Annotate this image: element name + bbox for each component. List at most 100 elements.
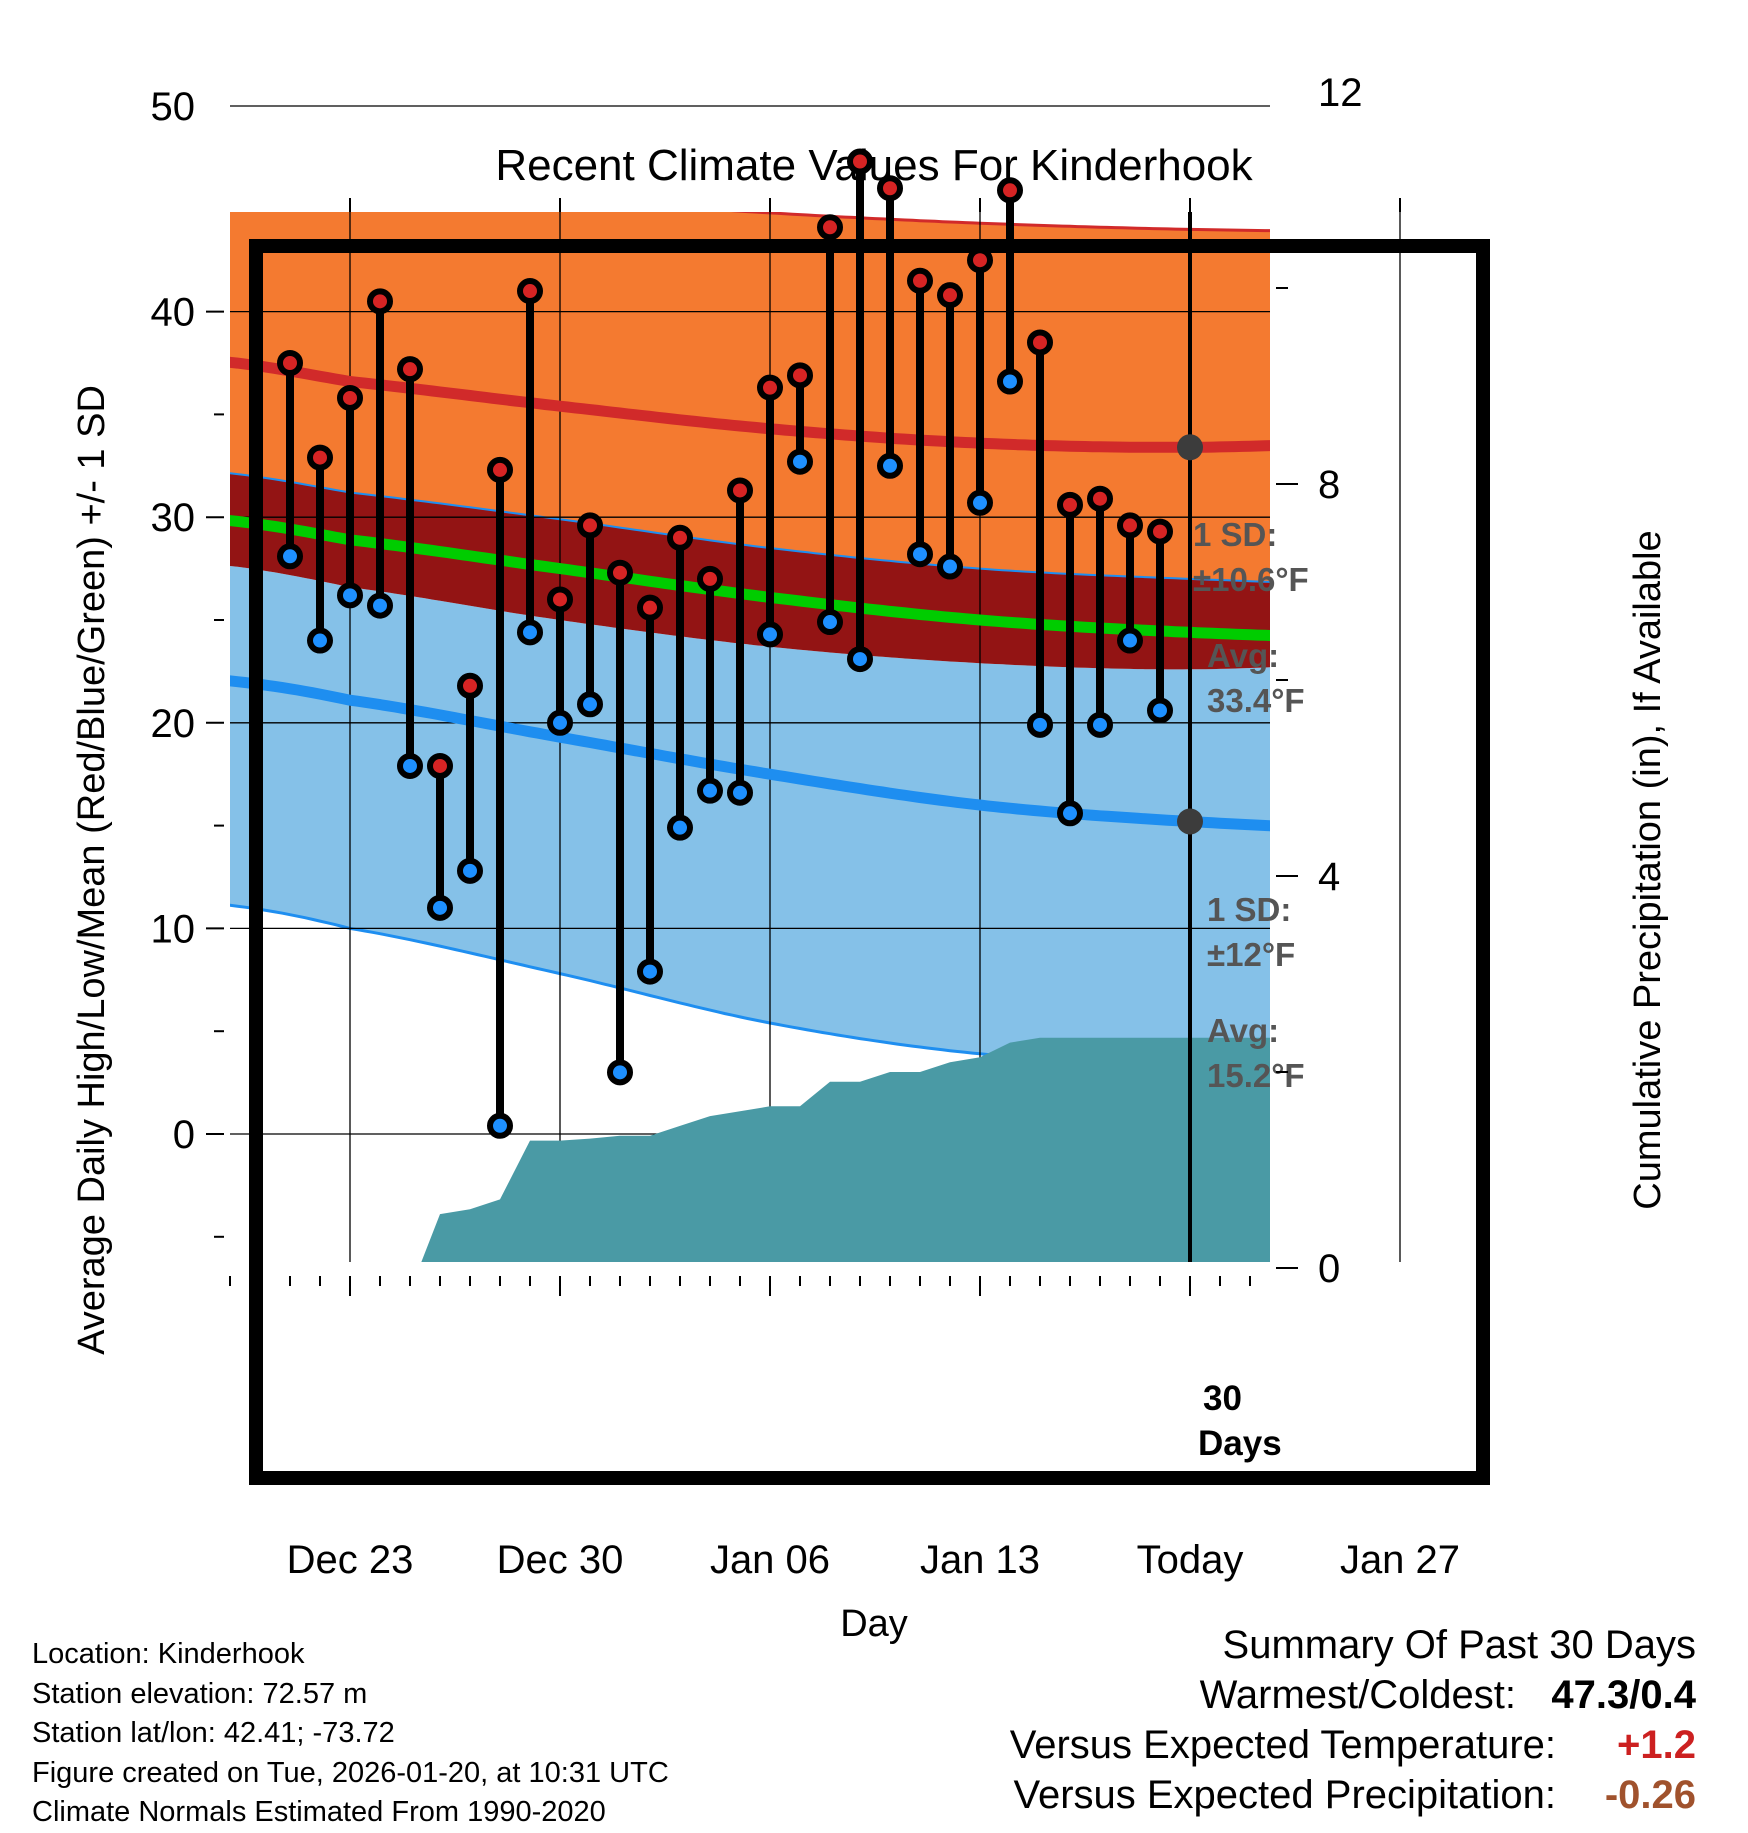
days-label-2: Days	[1198, 1424, 1282, 1463]
x-tick-label: Jan 06	[710, 1538, 830, 1582]
temp-value: +1.2	[1617, 1723, 1696, 1767]
daily-high-marker	[817, 214, 843, 241]
daily-high-marker	[727, 477, 753, 504]
daily-low-marker	[937, 553, 963, 580]
daily-high-marker	[1057, 491, 1083, 518]
y-tick-label: 10	[151, 907, 196, 951]
daily-low-marker	[1057, 800, 1083, 827]
daily-low-marker	[637, 958, 663, 985]
location-text: Location: Kinderhook	[32, 1638, 305, 1670]
daily-low-marker	[607, 1059, 633, 1086]
daily-high-marker	[907, 267, 933, 294]
daily-high-marker	[667, 524, 693, 551]
y-axis-label: Average Daily High/Low/Mean (Red/Blue/Gr…	[71, 385, 113, 1355]
x-tick-label: Dec 23	[287, 1538, 414, 1582]
normals-text: Climate Normals Estimated From 1990-2020	[32, 1796, 606, 1828]
daily-low-marker	[907, 541, 933, 568]
precip-value: -0.26	[1604, 1773, 1696, 1817]
warmest-label: Warmest/Coldest:	[1199, 1673, 1516, 1717]
y-tick-label: 30	[151, 496, 196, 540]
daily-high-marker	[427, 752, 453, 779]
daily-high-marker	[877, 175, 903, 202]
low-sd-label-1: 1 SD:	[1207, 891, 1291, 928]
high-sd-label-2: ±10.6°F	[1193, 561, 1309, 598]
y-tick-label: 40	[151, 291, 196, 335]
summary-precip-row: Versus Expected Precipitation: -0.26	[896, 1770, 1696, 1820]
y2-tick-label: 8	[1318, 463, 1340, 507]
high-avg-marker	[1177, 434, 1203, 461]
daily-high-marker	[577, 512, 603, 539]
daily-low-marker	[967, 489, 993, 516]
daily-low-marker	[727, 779, 753, 806]
daily-high-marker	[1087, 485, 1113, 512]
low-sd-label-2: ±12°F	[1207, 936, 1295, 973]
y-tick-label: 50	[151, 85, 196, 129]
daily-high-marker	[367, 288, 393, 315]
warmest-value: 47.3/0.4	[1551, 1673, 1696, 1717]
normal-low-line	[230, 675, 1270, 832]
daily-low-marker	[1087, 711, 1113, 738]
daily-low-marker	[577, 691, 603, 718]
temp-label: Versus Expected Temperature:	[1009, 1723, 1556, 1767]
daily-low-marker	[1117, 627, 1143, 654]
daily-low-marker	[817, 609, 843, 636]
daily-high-marker	[967, 247, 993, 274]
summary-panel: Summary Of Past 30 Days Warmest/Coldest:…	[896, 1620, 1696, 1820]
precip-label: Versus Expected Precipitation:	[1013, 1773, 1556, 1817]
daily-high-marker	[637, 594, 663, 621]
daily-low-marker	[277, 543, 303, 570]
daily-low-marker	[757, 621, 783, 648]
y-tick-label: 0	[173, 1113, 195, 1157]
daily-high-marker	[277, 350, 303, 376]
daily-markers	[277, 148, 1173, 1139]
plot-frame	[249, 239, 1490, 1485]
daily-low-marker	[997, 368, 1023, 395]
summary-warmest-row: Warmest/Coldest: 47.3/0.4	[896, 1670, 1696, 1720]
y2-tick-label: 12	[1318, 71, 1363, 115]
low-avg-label-1: Avg:	[1207, 1012, 1279, 1049]
y2-tick-label: 0	[1318, 1247, 1340, 1291]
y-tick-label: 20	[151, 702, 196, 746]
daily-high-marker	[547, 586, 573, 613]
daily-high-marker	[787, 362, 813, 389]
daily-low-marker	[367, 592, 393, 619]
station-info: Location: Kinderhook Station elevation: …	[32, 1635, 669, 1833]
low-avg-label-2: 15.2°F	[1207, 1057, 1305, 1094]
x-axis-label: Day	[840, 1603, 908, 1645]
daily-high-marker	[937, 282, 963, 309]
summary-temp-row: Versus Expected Temperature: +1.2	[896, 1720, 1696, 1770]
daily-low-marker	[517, 619, 543, 646]
daily-low-marker	[397, 752, 423, 779]
daily-low-marker	[457, 857, 483, 884]
daily-low-marker	[307, 627, 333, 654]
daily-low-marker	[427, 894, 453, 921]
chart-title: Recent Climate Values For Kinderhook	[495, 141, 1253, 190]
daily-high-marker	[607, 559, 633, 586]
daily-high-marker	[457, 672, 483, 699]
daily-low-marker	[697, 777, 723, 804]
x-tick-label: Today	[1137, 1538, 1244, 1582]
precip-area	[421, 1037, 1270, 1262]
daily-high-marker	[1027, 329, 1053, 356]
low-sd-band	[230, 566, 1270, 1065]
high-avg-label-2: 33.4°F	[1207, 682, 1305, 719]
y2-axis-label: Cumulative Precipitation (in), If Availa…	[1627, 530, 1669, 1209]
latlon-text: Station lat/lon: 42.41; -73.72	[32, 1717, 395, 1749]
x-tick-label: Jan 27	[1340, 1538, 1460, 1582]
daily-low-marker	[667, 814, 693, 841]
daily-high-marker	[1117, 512, 1143, 539]
daily-high-marker	[847, 148, 873, 175]
daily-range-stems	[286, 161, 1164, 1126]
daily-high-marker	[517, 278, 543, 305]
daily-high-marker	[337, 384, 363, 411]
precipitation-area	[421, 1037, 1270, 1262]
x-tick-label: Dec 30	[497, 1538, 624, 1582]
daily-high-marker	[1147, 518, 1173, 545]
high-avg-label-1: Avg:	[1207, 637, 1279, 674]
summary-heading: Summary Of Past 30 Days	[1222, 1623, 1696, 1667]
days-label-1: 30	[1203, 1379, 1242, 1418]
x-tick-label: Jan 13	[920, 1538, 1040, 1582]
daily-low-marker	[337, 582, 363, 609]
daily-high-marker	[397, 356, 423, 383]
